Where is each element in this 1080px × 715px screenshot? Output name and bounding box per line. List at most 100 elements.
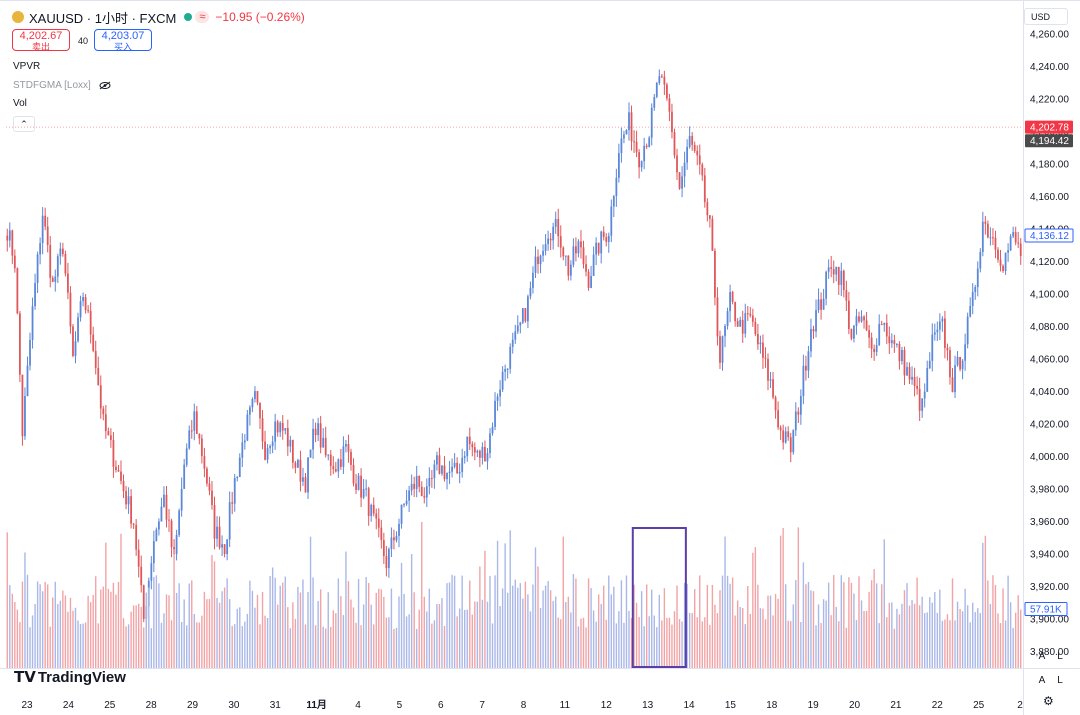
indicator-vpvr[interactable]: VPVR: [13, 61, 41, 72]
candle-body: [893, 340, 896, 345]
volume-bar: [830, 615, 832, 668]
symbol-title[interactable]: XAUUSD · 1小时 · FXCM: [29, 10, 177, 26]
candle-body: [127, 496, 130, 505]
log-scale-button-bottom[interactable]: L: [1057, 675, 1063, 686]
candle-body: [529, 287, 532, 297]
x-tick-label: 18: [766, 700, 778, 711]
eye-hidden-icon[interactable]: [99, 81, 111, 90]
candle-body: [375, 513, 378, 519]
candle-body: [97, 367, 100, 386]
candle-body: [903, 349, 906, 376]
candle-body: [898, 343, 901, 362]
volume-bar: [319, 589, 322, 668]
candle-body: [668, 98, 671, 112]
candle-body: [686, 146, 689, 163]
collapse-icon[interactable]: ⌃: [13, 116, 35, 132]
candle-body: [44, 215, 47, 227]
volume-bar: [438, 603, 441, 668]
volume-bar: [694, 589, 696, 668]
candle-body: [178, 510, 181, 535]
volume-bar: [916, 577, 918, 668]
candle-body: [726, 311, 729, 327]
y-tick-label: 4,000.00: [1030, 452, 1069, 463]
volume-bar: [633, 584, 635, 668]
candle-body: [625, 130, 628, 135]
volume-bar: [59, 600, 62, 668]
candle-body: [94, 350, 97, 368]
candle-body: [387, 549, 390, 569]
volume-bar: [888, 602, 891, 668]
volume-bar: [476, 601, 479, 668]
volume-bar: [337, 578, 340, 668]
volume-bar: [853, 593, 855, 668]
symbol-header[interactable]: XAUUSD · 1小时 · FXCM ≈ −10.95 (−0.26%): [12, 8, 305, 26]
volume-bar: [378, 588, 380, 668]
volume-bar: [673, 611, 676, 668]
candle-body: [666, 84, 668, 99]
indicator-stdfgma[interactable]: STDFGMA [Loxx]: [13, 80, 111, 91]
volume-bar: [613, 586, 615, 668]
auto-scale-button-bottom[interactable]: A: [1038, 675, 1046, 686]
indicator-vol[interactable]: Vol: [13, 98, 27, 109]
candle-body: [792, 430, 795, 453]
volume-bar: [552, 600, 554, 668]
candle-body: [946, 347, 949, 351]
candle-body: [190, 430, 193, 432]
candle-body: [744, 313, 747, 334]
candle-body: [314, 428, 317, 436]
candle-body: [648, 137, 651, 148]
currency-selector[interactable]: USD: [1024, 8, 1068, 25]
volume-bar: [825, 600, 827, 668]
volume-bar: [603, 585, 605, 668]
candle-body: [569, 264, 572, 276]
volume-bar: [234, 624, 236, 668]
candle-body: [956, 356, 959, 366]
buy-button[interactable]: 4,203.07 买入: [94, 29, 152, 52]
candle-body: [413, 483, 416, 489]
settings-gear-icon[interactable]: ⚙: [1043, 694, 1054, 708]
candle-body: [941, 318, 944, 322]
volume-bar: [764, 619, 767, 668]
log-scale-button[interactable]: L: [1057, 651, 1063, 662]
x-tick-label: 25: [104, 700, 116, 711]
candle-body: [868, 330, 870, 338]
candle-body: [951, 377, 954, 393]
candle-body: [559, 236, 562, 248]
candle-body: [986, 223, 989, 238]
candle-body: [436, 455, 438, 465]
volume-bar: [370, 604, 372, 668]
volume-bar: [966, 605, 969, 668]
volume-bar: [1014, 612, 1017, 668]
volume-bar: [666, 617, 668, 668]
candle-body: [994, 237, 997, 250]
candle-body: [16, 268, 19, 314]
approx-icon[interactable]: ≈: [195, 11, 210, 23]
volume-bar: [276, 604, 279, 668]
candle-body: [317, 423, 320, 436]
tradingview-logo[interactable]: 𝗧𝗩 TradingView: [14, 668, 126, 687]
sell-button[interactable]: 4,202.67 卖出: [12, 29, 70, 52]
volume-bar: [906, 583, 908, 668]
volume-bar: [987, 580, 989, 668]
candle-body: [107, 431, 110, 436]
volume-bar: [464, 609, 466, 668]
highlight-box: [631, 527, 687, 668]
candle-body: [135, 524, 138, 550]
candle-body: [198, 433, 201, 439]
candle-body: [458, 471, 461, 474]
candle-body: [398, 523, 400, 536]
candle-body: [395, 535, 398, 541]
volume-bar: [418, 609, 420, 668]
volume-bar: [805, 584, 807, 668]
candle-body: [393, 537, 395, 541]
candle-body: [289, 439, 292, 447]
volume-bar: [724, 536, 726, 668]
auto-scale-button[interactable]: A: [1038, 651, 1046, 662]
candle-body: [150, 563, 153, 581]
candle-body: [140, 566, 143, 586]
x-tick-label: 23: [21, 700, 33, 711]
candle-body: [607, 235, 610, 242]
volume-bar: [153, 576, 155, 668]
volume-bar: [6, 532, 8, 668]
